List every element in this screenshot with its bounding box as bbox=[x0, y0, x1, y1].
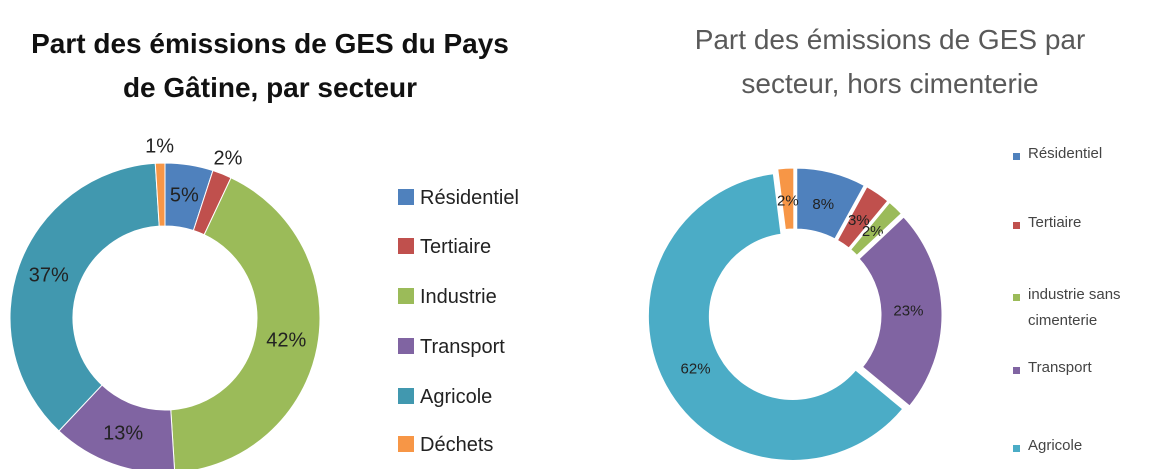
chart-title: Part des émissions de GES du Pays de Gât… bbox=[31, 28, 509, 103]
chart-title: Part des émissions de GES par secteur, h… bbox=[694, 24, 1086, 99]
legend-item: Résidentiel bbox=[1013, 145, 1158, 167]
data-label: 2% bbox=[862, 223, 884, 240]
legend-label: Agricole bbox=[420, 386, 493, 408]
legend-swatch bbox=[398, 338, 414, 354]
donut-slice bbox=[9, 162, 160, 432]
data-label: 13% bbox=[103, 422, 143, 444]
legend-item: Déchets bbox=[398, 434, 493, 457]
legend-item: Tertiaire bbox=[1013, 214, 1158, 236]
legend-label: Déchets bbox=[420, 434, 494, 456]
legend-swatch bbox=[398, 238, 414, 254]
legend-swatch bbox=[398, 288, 414, 304]
legend-swatch bbox=[398, 388, 414, 404]
legend-item: Résidentiel bbox=[398, 187, 519, 210]
legend-swatch bbox=[1013, 367, 1020, 374]
data-label: 37% bbox=[29, 264, 69, 286]
data-label: 5% bbox=[170, 184, 199, 206]
legend-swatch bbox=[1013, 222, 1020, 229]
legend-item: Transport bbox=[1013, 359, 1158, 381]
donut-slice bbox=[847, 198, 905, 259]
legend-label: Résidentiel bbox=[420, 187, 519, 209]
donut-slice bbox=[774, 165, 797, 233]
legend-item: Transport bbox=[398, 336, 505, 359]
legend-swatch bbox=[398, 189, 414, 205]
legend-swatch bbox=[1013, 294, 1020, 301]
donut-slice bbox=[855, 213, 945, 410]
data-label: 42% bbox=[266, 329, 306, 351]
donut-slice bbox=[154, 162, 166, 227]
legend-label: Transport bbox=[1028, 359, 1092, 376]
legend-label: Agricole bbox=[1028, 437, 1083, 454]
legend-item: Agricole bbox=[398, 386, 492, 409]
legend-label: Industrie bbox=[420, 286, 497, 308]
donut-slice bbox=[645, 170, 907, 463]
data-label: 2% bbox=[777, 193, 799, 210]
legend-swatch bbox=[1013, 153, 1020, 160]
legend-label: Transport bbox=[420, 336, 505, 358]
legend-label: Résidentiel bbox=[1028, 145, 1103, 162]
data-label: 1% bbox=[145, 135, 174, 157]
data-label: 62% bbox=[681, 361, 711, 378]
legend-label: Tertiaire bbox=[1028, 214, 1082, 231]
legend-item: Agricole bbox=[1013, 437, 1158, 459]
data-label: 23% bbox=[893, 302, 923, 319]
data-label: 2% bbox=[213, 147, 242, 169]
data-label: 3% bbox=[848, 212, 870, 229]
legend-item: Tertiaire bbox=[398, 236, 491, 259]
legend-swatch bbox=[398, 436, 414, 452]
legend-swatch bbox=[1013, 445, 1020, 452]
legend-item: Industrie bbox=[398, 286, 497, 309]
legend-label: Tertiaire bbox=[420, 236, 492, 258]
data-label: 8% bbox=[812, 196, 834, 213]
legend-item: industrie sans cimenterie bbox=[1013, 286, 1158, 334]
legend-label: industrie sans cimenterie bbox=[1028, 286, 1121, 329]
